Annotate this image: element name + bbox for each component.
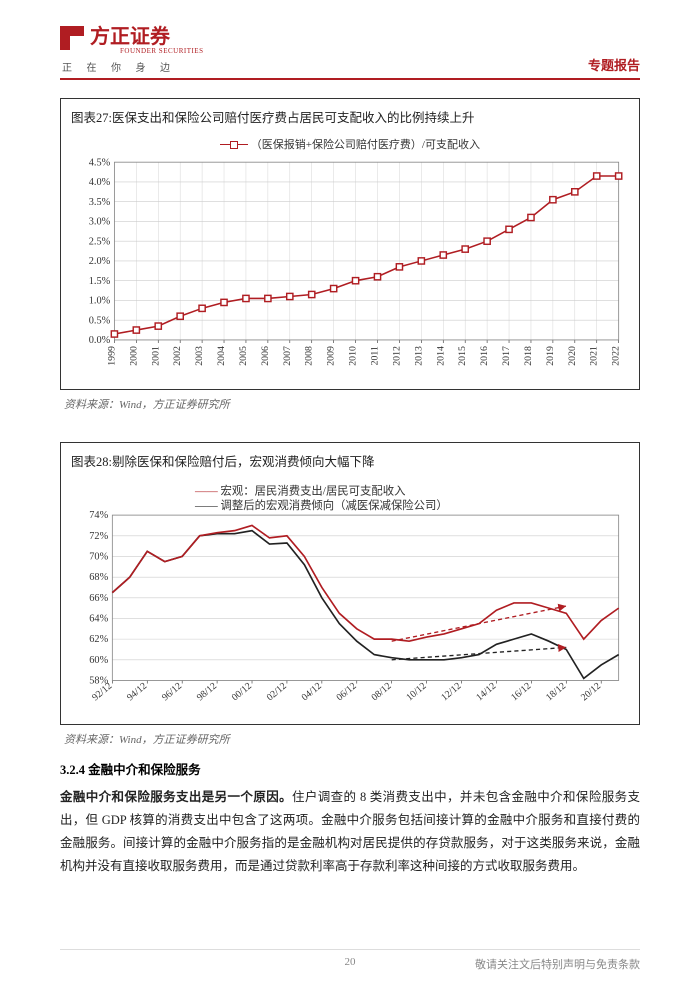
svg-text:2005: 2005 — [238, 346, 249, 366]
svg-text:2001: 2001 — [150, 346, 161, 366]
svg-text:12/12: 12/12 — [439, 681, 463, 704]
section-title: 金融中介和保险服务 — [88, 763, 201, 777]
svg-text:2011: 2011 — [369, 346, 380, 365]
logo-icon — [60, 26, 84, 50]
svg-text:2013: 2013 — [413, 346, 424, 366]
svg-text:2009: 2009 — [326, 346, 337, 366]
logo-text: 方正证券 — [90, 20, 203, 49]
logo-block: 方正证券 FOUNDER SECURITIES 正 在 你 身 边 — [60, 20, 203, 74]
svg-text:98/12: 98/12 — [195, 681, 219, 704]
svg-text:04/12: 04/12 — [300, 681, 324, 704]
svg-text:2.0%: 2.0% — [89, 256, 111, 267]
svg-text:0.5%: 0.5% — [89, 315, 111, 326]
svg-text:2014: 2014 — [435, 346, 446, 366]
svg-text:62%: 62% — [89, 635, 108, 646]
chart-28-svg: —— 宏观：居民消费支出/居民可支配收入—— 调整后的宏观消费倾向（减医保减保险… — [71, 480, 629, 718]
svg-text:2002: 2002 — [172, 346, 183, 366]
svg-text:2.5%: 2.5% — [89, 236, 111, 247]
svg-text:2000: 2000 — [128, 346, 139, 366]
page-header: 方正证券 FOUNDER SECURITIES 正 在 你 身 边 专题报告 — [60, 20, 640, 80]
svg-text:4.5%: 4.5% — [89, 157, 111, 168]
svg-text:66%: 66% — [89, 593, 108, 604]
svg-text:2006: 2006 — [260, 346, 271, 366]
svg-text:64%: 64% — [89, 614, 108, 625]
svg-text:2016: 2016 — [479, 346, 490, 366]
svg-text:3.0%: 3.0% — [89, 217, 111, 228]
svg-text:2008: 2008 — [304, 346, 315, 366]
svg-text:2007: 2007 — [282, 346, 293, 366]
page-number: 20 — [345, 956, 356, 968]
logo-tagline: 正 在 你 身 边 — [62, 59, 203, 74]
figure-27-title: 图表27:医保支出和保险公司赔付医疗费占居民可支配收入的比例持续上升 — [71, 107, 629, 126]
footer-disclaimer: 敬请关注文后特别声明与免责条款 — [475, 956, 640, 972]
source-27: 资料来源：Wind，方正证券研究所 — [60, 396, 640, 412]
svg-text:94/12: 94/12 — [125, 681, 149, 704]
svg-text:2004: 2004 — [216, 346, 227, 366]
svg-text:20/12: 20/12 — [579, 681, 603, 704]
svg-text:2019: 2019 — [545, 346, 556, 366]
svg-text:2012: 2012 — [391, 346, 402, 366]
source-28: 资料来源：Wind，方正证券研究所 — [60, 731, 640, 747]
body-lead: 金融中介和保险服务支出是另一个原因。 — [60, 790, 292, 804]
section-num: 3.2.4 — [60, 763, 85, 777]
legend-text: （医保报销+保险公司赔付医疗费）/可支配收入 — [251, 139, 480, 151]
svg-text:02/12: 02/12 — [265, 681, 289, 704]
body-paragraph: 金融中介和保险服务支出是另一个原因。住户调查的 8 类消费支出中，并未包含金融中… — [60, 786, 640, 879]
figure-28-title: 图表28:剔除医保和保险赔付后，宏观消费倾向大幅下降 — [71, 451, 629, 470]
svg-text:1.0%: 1.0% — [89, 296, 111, 307]
svg-text:74%: 74% — [89, 511, 108, 522]
svg-text:06/12: 06/12 — [335, 681, 359, 704]
figure-28: 图表28:剔除医保和保险赔付后，宏观消费倾向大幅下降 —— 宏观：居民消费支出/… — [60, 442, 640, 725]
svg-text:0.0%: 0.0% — [89, 335, 111, 346]
svg-text:2003: 2003 — [194, 346, 205, 366]
svg-text:08/12: 08/12 — [369, 681, 393, 704]
svg-text:—— 调整后的宏观消费倾向（减医保减保险公司）: —— 调整后的宏观消费倾向（减医保减保险公司） — [194, 498, 448, 512]
svg-text:60%: 60% — [89, 655, 108, 666]
report-type: 专题报告 — [588, 55, 640, 74]
svg-text:1999: 1999 — [106, 346, 117, 366]
svg-text:00/12: 00/12 — [230, 681, 254, 704]
chart-27-svg: 0.0% 0.5% 1.0% 1.5% 2.0% 2.5% 3.0% 3.5% 4.0% 4.5%… — [71, 156, 629, 383]
svg-text:2010: 2010 — [348, 346, 359, 366]
section-heading: 3.2.4 金融中介和保险服务 — [60, 759, 640, 778]
figure-27: 图表27:医保支出和保险公司赔付医疗费占居民可支配收入的比例持续上升 （医保报销… — [60, 98, 640, 390]
svg-text:70%: 70% — [89, 552, 108, 563]
svg-text:2022: 2022 — [611, 346, 622, 366]
logo-subtitle: FOUNDER SECURITIES — [120, 47, 203, 55]
svg-text:1.5%: 1.5% — [89, 276, 111, 287]
figure-27-legend: （医保报销+保险公司赔付医疗费）/可支配收入 — [71, 136, 629, 152]
svg-text:2018: 2018 — [523, 346, 534, 366]
svg-text:—— 宏观：居民消费支出/居民可支配收入: —— 宏观：居民消费支出/居民可支配收入 — [194, 484, 405, 498]
legend-marker-icon — [220, 140, 248, 150]
svg-text:4.0%: 4.0% — [89, 177, 111, 188]
svg-text:2015: 2015 — [457, 346, 468, 366]
svg-text:2021: 2021 — [589, 346, 600, 366]
svg-text:14/12: 14/12 — [474, 681, 498, 704]
svg-text:18/12: 18/12 — [544, 681, 568, 704]
svg-text:16/12: 16/12 — [509, 681, 533, 704]
svg-text:72%: 72% — [89, 531, 108, 542]
svg-text:10/12: 10/12 — [404, 681, 428, 704]
svg-text:2017: 2017 — [501, 346, 512, 366]
svg-text:96/12: 96/12 — [160, 681, 184, 704]
page-footer: 20 敬请关注文后特别声明与免责条款 — [60, 949, 640, 972]
svg-text:3.5%: 3.5% — [89, 197, 111, 208]
svg-text:2020: 2020 — [567, 346, 578, 366]
svg-text:68%: 68% — [89, 573, 108, 584]
